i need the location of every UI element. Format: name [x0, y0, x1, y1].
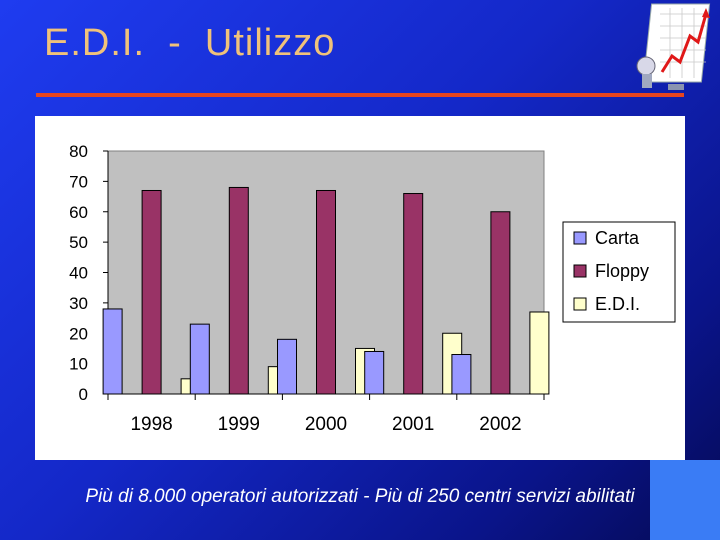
- legend-swatch: [573, 231, 587, 245]
- y-axis: 0 10 20 30 40 50 60 70 80: [69, 142, 109, 404]
- bar-floppy-1998: [141, 189, 162, 395]
- bar-carta-1999: [189, 323, 210, 395]
- y-tick-label: 40: [69, 264, 88, 283]
- legend-swatch: [573, 264, 587, 278]
- bar-edi-2002: [529, 311, 550, 395]
- x-tick-label: 2002: [479, 414, 521, 435]
- x-tick-label: 1999: [218, 414, 260, 435]
- bar-chart: 0 10 20 30 40 50 60 70 80 1998 1999 2000 2001 2002 C…: [69, 142, 676, 435]
- slide-title: E.D.I. - Utilizzo: [44, 22, 336, 64]
- y-tick-label: 30: [69, 294, 88, 313]
- y-tick-label: 20: [69, 324, 88, 343]
- legend-label: Carta: [595, 228, 640, 248]
- footer-text: Più di 8.000 operatori autorizzati - Più…: [85, 486, 635, 507]
- y-tick-label: 10: [69, 355, 88, 374]
- y-tick-label: 70: [69, 172, 88, 191]
- chart-panel: 0 10 20 30 40 50 60 70 80 1998 1999 2000 2001 2002 C…: [35, 116, 685, 460]
- growth-chart-logo-icon: [636, 3, 711, 90]
- legend: Carta Floppy E.D.I.: [562, 221, 676, 323]
- y-tick-label: 50: [69, 233, 88, 252]
- bar-carta-2002: [451, 354, 472, 395]
- bar-carta-2001: [364, 350, 385, 395]
- bars: [102, 186, 550, 395]
- y-tick-label: 80: [69, 142, 88, 161]
- x-tick-label: 2000: [305, 414, 347, 435]
- title-rule: [36, 93, 684, 97]
- bar-floppy-2000: [316, 189, 336, 395]
- x-tick-label: 1998: [130, 414, 172, 435]
- bar-floppy-1999: [228, 186, 249, 395]
- y-tick-label: 0: [79, 385, 88, 404]
- legend-label: E.D.I.: [595, 294, 640, 314]
- bar-carta-1998: [102, 308, 123, 395]
- bar-floppy-2001: [403, 193, 424, 395]
- bar-carta-2000: [277, 338, 297, 395]
- side-accent: [650, 460, 720, 540]
- y-tick-label: 60: [69, 203, 88, 222]
- legend-label: Floppy: [595, 261, 649, 281]
- bar-floppy-2002: [490, 211, 511, 395]
- x-tick-label: 2001: [392, 414, 434, 435]
- legend-swatch: [573, 297, 587, 311]
- x-axis: 1998 1999 2000 2001 2002: [107, 393, 545, 435]
